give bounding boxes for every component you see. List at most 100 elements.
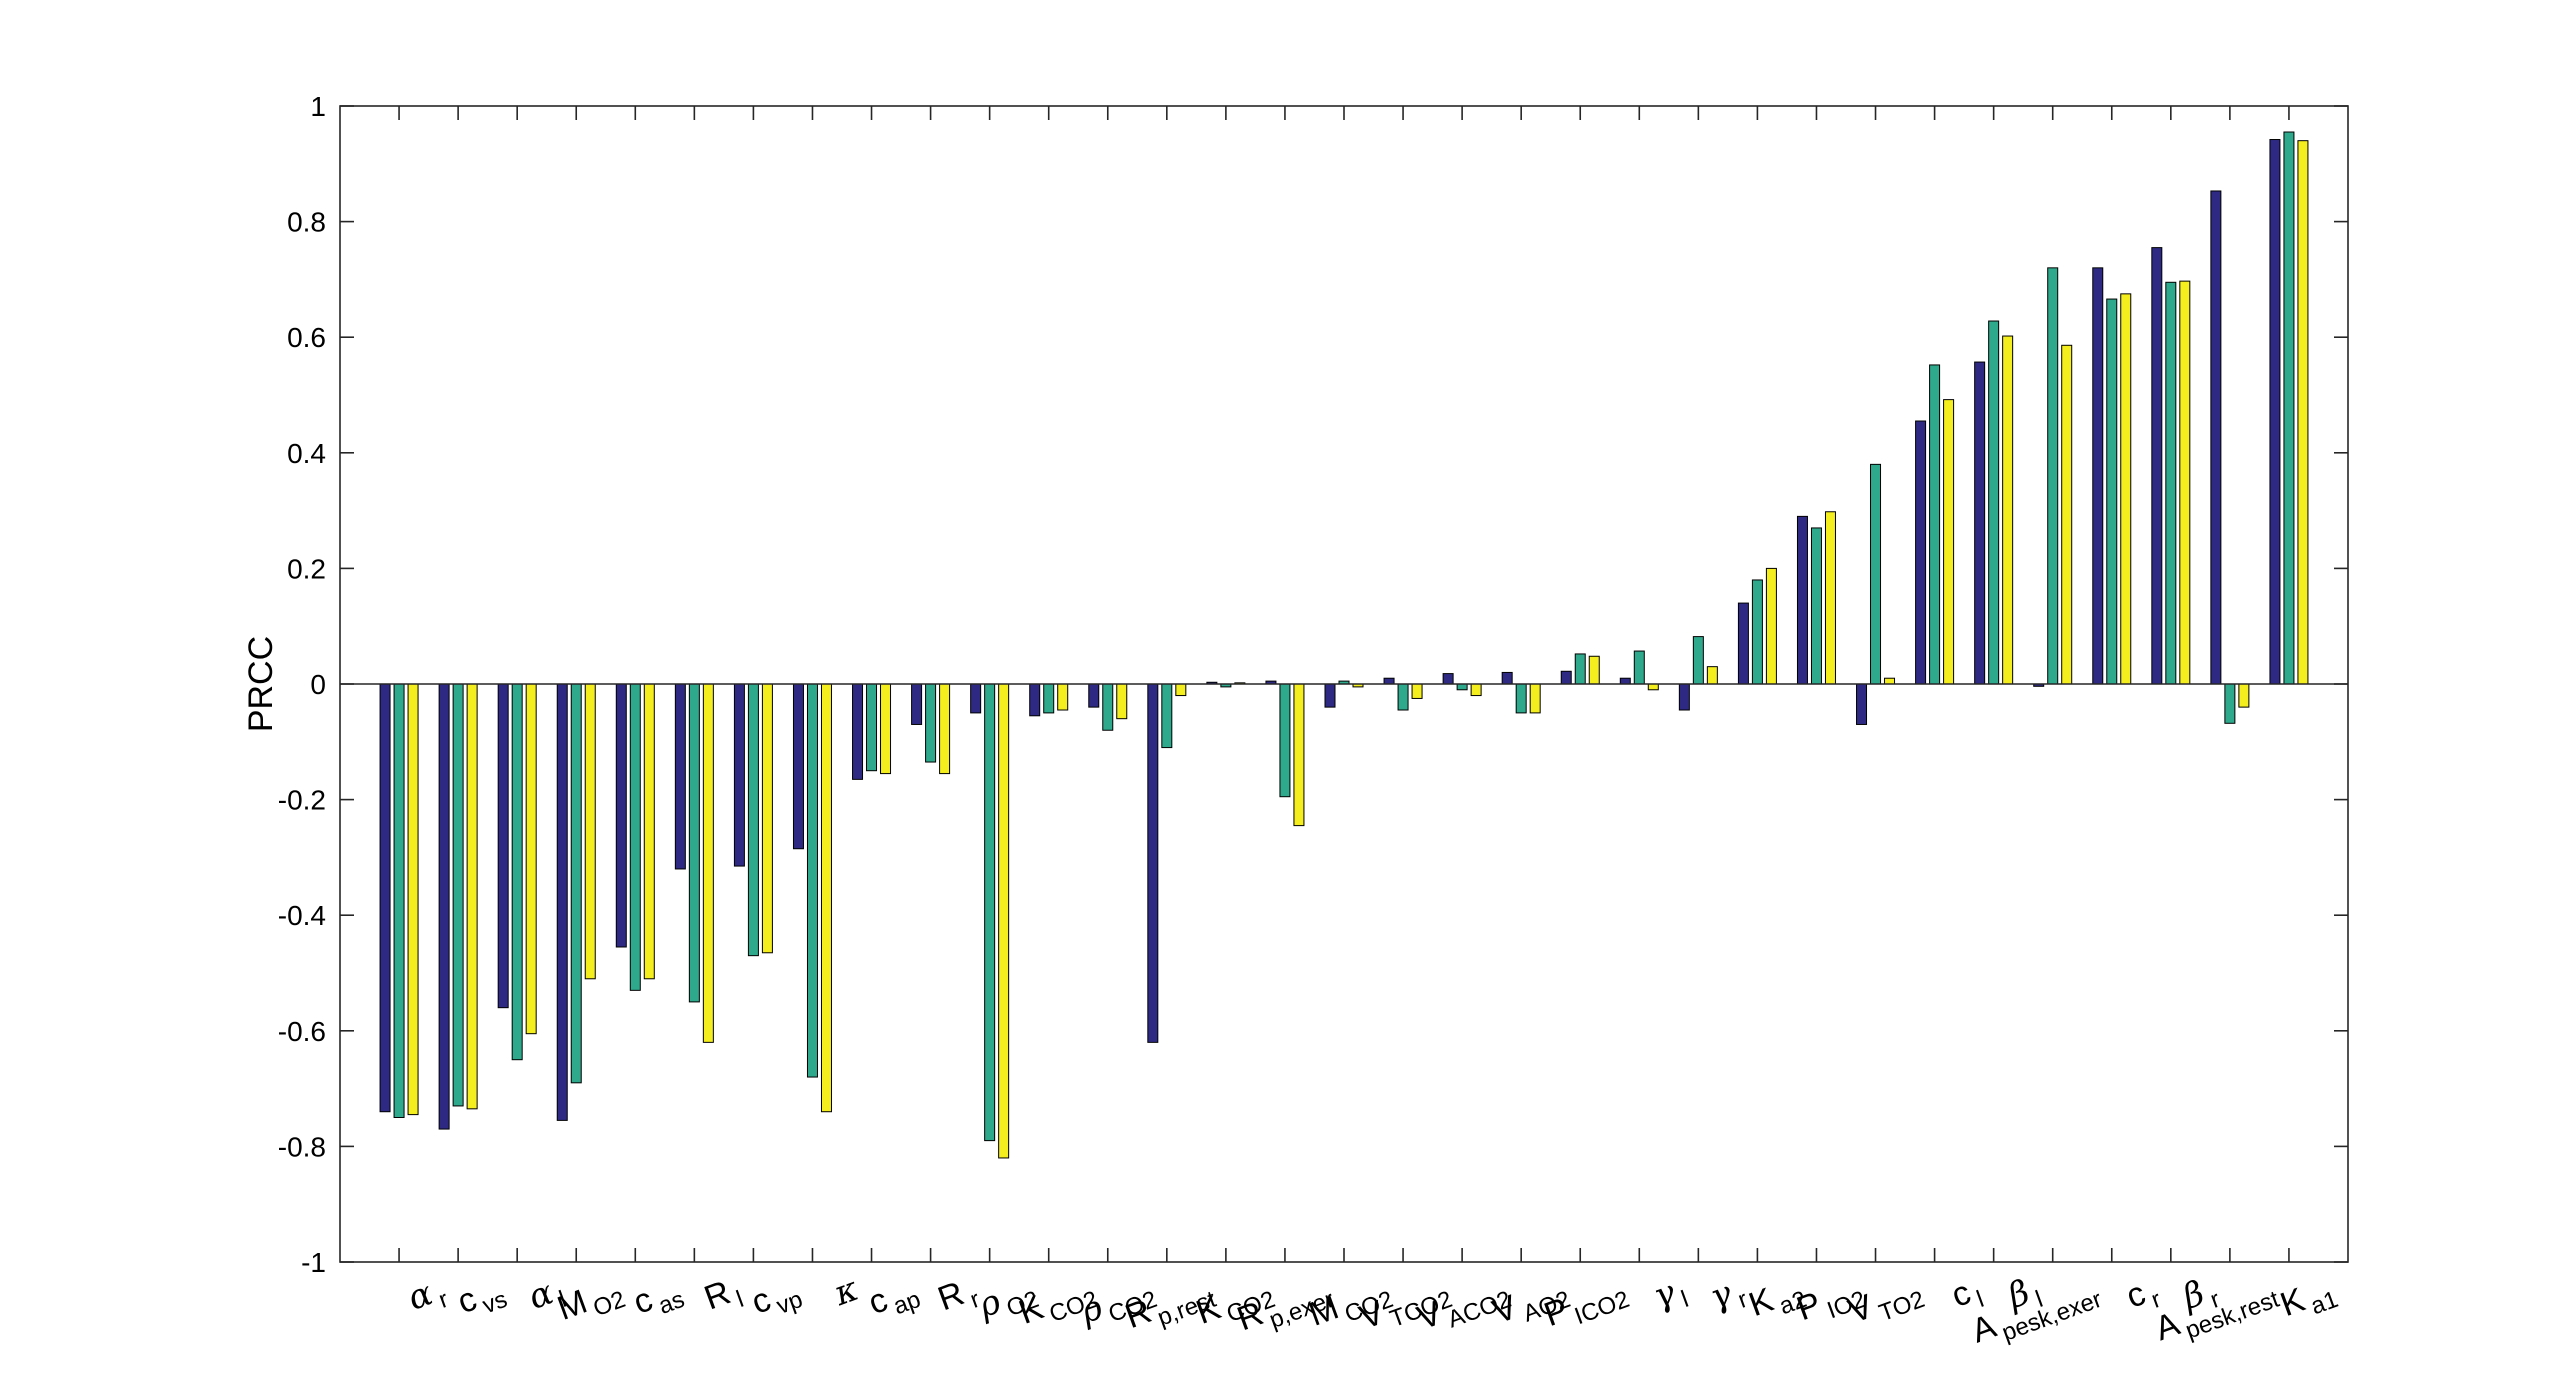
- y-tick-label: -1: [301, 1247, 326, 1278]
- y-tick-label: 0.6: [287, 322, 326, 353]
- y-tick-label: -0.6: [278, 1016, 326, 1047]
- bar-3-series-2: [511, 683, 523, 1061]
- bar-22-series-3: [1647, 683, 1659, 691]
- bar-10-series-3: [939, 683, 951, 775]
- bar-4-series-2: [570, 683, 582, 1084]
- bar-18-series-1: [1383, 677, 1395, 685]
- bar-1-series-2: [393, 683, 405, 1118]
- x-tick-label: κ: [828, 1269, 864, 1315]
- bar-26-series-2: [1870, 463, 1882, 685]
- y-tick-label: 0: [310, 669, 326, 700]
- y-tick-label: -0.8: [278, 1131, 326, 1162]
- bar-19-series-3: [1470, 683, 1482, 697]
- bar-1-series-1: [379, 683, 391, 1113]
- bar-9-series-3: [880, 683, 892, 775]
- bar-20-series-2: [1515, 683, 1527, 714]
- bar-28-series-1: [1974, 361, 1986, 685]
- x-tick-label: VTO2: [1844, 1270, 1929, 1337]
- x-tick-label: γl: [1648, 1269, 1692, 1322]
- bar-19-series-1: [1442, 673, 1454, 685]
- bar-2-series-2: [452, 683, 464, 1107]
- y-tick-label: 0.2: [287, 553, 326, 584]
- bar-5-series-1: [615, 683, 627, 948]
- x-tick-label: cas: [629, 1270, 689, 1328]
- bar-6-series-1: [674, 683, 686, 870]
- bar-28-series-3: [2002, 335, 2014, 685]
- x-tick-label: cvp: [747, 1270, 807, 1328]
- bar-26-series-3: [1884, 677, 1896, 685]
- bar-14-series-1: [1147, 683, 1159, 1043]
- y-tick-label: -0.2: [278, 785, 326, 816]
- bar-30-series-2: [2106, 298, 2118, 685]
- bar-21-series-3: [1588, 655, 1600, 685]
- y-tick-label: -0.4: [278, 900, 326, 931]
- bar-18-series-2: [1397, 683, 1409, 711]
- bar-24-series-2: [1751, 579, 1763, 685]
- bar-18-series-3: [1411, 683, 1423, 699]
- bar-7-series-1: [733, 683, 745, 867]
- bar-17-series-1: [1324, 683, 1336, 708]
- y-tick-label: 0.8: [287, 207, 326, 238]
- bar-16-series-3: [1293, 683, 1305, 827]
- bar-26-series-1: [1856, 683, 1868, 725]
- bar-12-series-1: [1029, 683, 1041, 717]
- bar-30-series-1: [2092, 267, 2104, 685]
- bar-2-series-1: [438, 683, 450, 1130]
- x-tick-label: αr: [403, 1269, 452, 1324]
- bar-8-series-3: [820, 683, 832, 1113]
- bar-32-series-2: [2224, 683, 2236, 724]
- x-tick-label: MO2: [553, 1270, 629, 1334]
- bar-21-series-1: [1560, 670, 1572, 685]
- bar-11-series-1: [970, 683, 982, 714]
- bar-23-series-1: [1678, 683, 1690, 711]
- bar-33-series-2: [2283, 131, 2295, 685]
- bar-16-series-2: [1279, 683, 1291, 798]
- x-tick-label: Apesk,rest: [2150, 1270, 2283, 1354]
- bar-8-series-1: [792, 683, 804, 850]
- bar-30-series-3: [2120, 293, 2132, 685]
- bar-27-series-1: [1915, 420, 1927, 685]
- bar-14-series-3: [1175, 683, 1187, 697]
- bar-20-series-3: [1529, 683, 1541, 714]
- bar-28-series-2: [1988, 320, 2000, 685]
- bar-25-series-3: [1824, 511, 1836, 685]
- bar-27-series-3: [1943, 399, 1955, 685]
- bar-4-series-3: [584, 683, 596, 980]
- bar-9-series-2: [866, 683, 878, 772]
- bar-25-series-2: [1810, 527, 1822, 685]
- bar-10-series-2: [925, 683, 937, 763]
- bar-31-series-3: [2179, 280, 2191, 685]
- bar-22-series-2: [1633, 650, 1645, 685]
- bar-2-series-3: [466, 683, 478, 1110]
- bar-11-series-2: [984, 683, 996, 1142]
- bar-23-series-2: [1692, 636, 1704, 685]
- x-tick-label: Apesk,exer: [1967, 1270, 2106, 1356]
- bar-11-series-3: [998, 683, 1010, 1159]
- bar-32-series-3: [2238, 683, 2250, 708]
- bar-32-series-1: [2210, 190, 2222, 685]
- bar-31-series-2: [2165, 281, 2177, 685]
- bar-3-series-1: [497, 683, 509, 1009]
- bar-25-series-1: [1796, 515, 1808, 685]
- bar-29-series-3: [2061, 344, 2073, 685]
- bar-4-series-1: [556, 683, 568, 1121]
- bar-29-series-2: [2047, 267, 2059, 685]
- y-tick-label: 1: [310, 91, 326, 122]
- bar-5-series-2: [629, 683, 641, 991]
- bar-13-series-3: [1116, 683, 1128, 720]
- bar-24-series-1: [1737, 602, 1749, 685]
- x-tick-label: Ka1: [2276, 1270, 2342, 1330]
- bar-20-series-1: [1501, 671, 1513, 685]
- bar-6-series-2: [688, 683, 700, 1003]
- bar-8-series-2: [806, 683, 818, 1078]
- x-tick-label: cvs: [453, 1270, 511, 1327]
- bar-10-series-1: [911, 683, 923, 725]
- bar-13-series-1: [1088, 683, 1100, 708]
- bar-13-series-2: [1102, 683, 1114, 731]
- bar-1-series-3: [407, 683, 419, 1116]
- y-axis: -1 -0.8 -0.6 -0.4 -0.2 0 0.2 0.4 0.6 0.8 1: [278, 91, 2348, 1278]
- y-axis-label: PRCC: [242, 636, 280, 732]
- bar-7-series-2: [747, 683, 759, 957]
- bar-22-series-1: [1619, 677, 1631, 685]
